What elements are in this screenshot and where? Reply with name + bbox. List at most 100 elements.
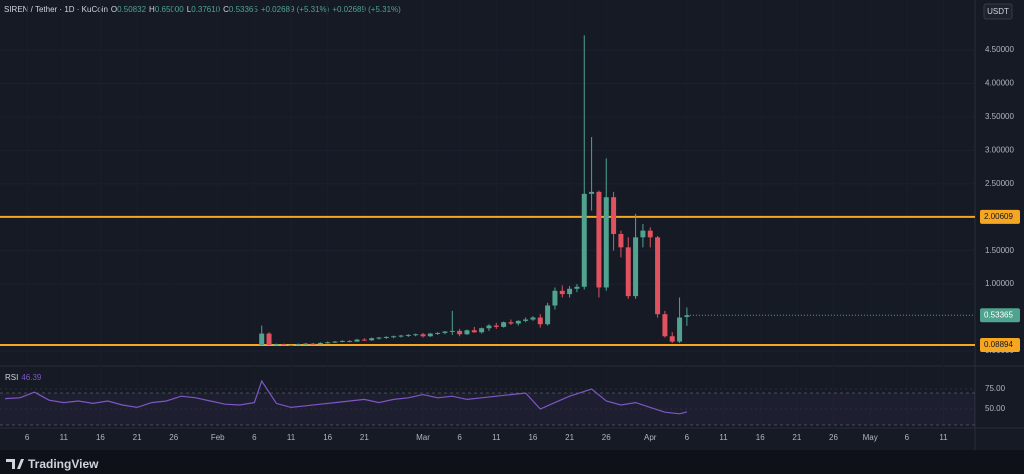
rsi-line bbox=[5, 379, 688, 415]
legend: SIREN / Tether · 1D · KuCoin O 0.50832 H 0.6… bbox=[4, 5, 401, 14]
candle-body bbox=[618, 233, 624, 248]
rsi-band bbox=[0, 393, 975, 425]
candle-body bbox=[515, 320, 521, 324]
ohlc-value: 0.65000 bbox=[155, 5, 184, 14]
y-tick-label: 3.50000 bbox=[985, 112, 1014, 121]
last-price-label: 0.53365 bbox=[984, 310, 1013, 319]
x-tick-label: May bbox=[863, 433, 878, 442]
candle-body bbox=[325, 342, 331, 344]
x-tick-label: 6 bbox=[25, 433, 30, 442]
candle-body bbox=[581, 193, 587, 287]
candle-body bbox=[464, 330, 470, 335]
candle-body bbox=[530, 317, 536, 320]
change: +0.02689 (+5.31%) bbox=[332, 5, 401, 14]
candle-body bbox=[640, 230, 646, 238]
brand: TradingView bbox=[28, 457, 99, 471]
candle-body bbox=[405, 334, 411, 336]
candle-body bbox=[537, 317, 543, 325]
candle-body bbox=[457, 330, 463, 335]
y-tick-label: 4.50000 bbox=[985, 45, 1014, 54]
level-label: 2.00609 bbox=[984, 212, 1013, 221]
x-tick-label: 11 bbox=[492, 433, 501, 442]
candle-body bbox=[501, 322, 507, 327]
candle-body bbox=[266, 333, 272, 345]
candle-body bbox=[603, 197, 609, 288]
candle-body bbox=[552, 290, 558, 306]
x-tick-label: 21 bbox=[360, 433, 369, 442]
x-tick-label: Feb bbox=[211, 433, 225, 442]
candle-body bbox=[273, 344, 279, 346]
candle-body bbox=[596, 191, 602, 288]
x-tick-label: 16 bbox=[323, 433, 332, 442]
candle-body bbox=[347, 340, 353, 342]
ohlc-key: C bbox=[223, 5, 229, 14]
candle-body bbox=[662, 314, 668, 337]
candle-body bbox=[391, 336, 397, 338]
y-tick-label: 3.00000 bbox=[985, 146, 1014, 155]
ohlc-key: L bbox=[187, 5, 192, 14]
ohlc-key: H bbox=[149, 5, 155, 14]
x-tick-label: 21 bbox=[133, 433, 142, 442]
candle-body bbox=[420, 334, 426, 337]
candle-body bbox=[574, 286, 580, 289]
logo: TradingView bbox=[6, 457, 99, 471]
y-tick-label: 1.00000 bbox=[985, 279, 1014, 288]
candle-body bbox=[361, 339, 367, 341]
candle-body bbox=[376, 337, 382, 339]
symbol: SIREN / Tether · 1D · KuCoin bbox=[4, 5, 108, 14]
x-tick-label: 6 bbox=[685, 433, 690, 442]
x-tick-label: 21 bbox=[792, 433, 801, 442]
x-tick-label: 26 bbox=[169, 433, 178, 442]
candle-body bbox=[449, 330, 455, 332]
candle-body bbox=[310, 343, 316, 345]
candle-body bbox=[589, 191, 595, 194]
y-tick-label: 1.50000 bbox=[985, 246, 1014, 255]
rsi-value: 46.39 bbox=[21, 373, 42, 382]
candle-body bbox=[317, 342, 323, 345]
x-tick-label: 11 bbox=[939, 433, 948, 442]
level-tag bbox=[980, 209, 1020, 224]
logo-icon bbox=[6, 459, 24, 469]
candle-body bbox=[545, 305, 551, 325]
candle-body bbox=[508, 322, 514, 324]
ohlc-key: O bbox=[111, 5, 117, 14]
candle-body bbox=[486, 325, 492, 329]
candle-body bbox=[471, 330, 477, 333]
candle-body bbox=[442, 331, 448, 333]
rsi-tick-label: 75.00 bbox=[985, 384, 1006, 393]
currency-button[interactable] bbox=[983, 3, 1013, 20]
candle-body bbox=[559, 290, 565, 295]
x-tick-label: 16 bbox=[756, 433, 765, 442]
candle-body bbox=[369, 338, 375, 341]
y-tick-label: 2.50000 bbox=[985, 179, 1014, 188]
last-price-tag bbox=[980, 308, 1020, 323]
candle-body bbox=[339, 340, 345, 342]
candle-body bbox=[493, 325, 499, 327]
x-tick-label: 11 bbox=[287, 433, 296, 442]
y-tick-label: 4.00000 bbox=[985, 79, 1014, 88]
candle-body bbox=[427, 333, 433, 337]
candle-body bbox=[295, 344, 301, 346]
candle-body bbox=[281, 344, 287, 346]
currency-label[interactable]: USDT bbox=[987, 7, 1009, 16]
candle-body bbox=[633, 237, 639, 297]
candle-body bbox=[677, 317, 683, 342]
ohlc-value: 0.53365 bbox=[229, 5, 258, 14]
candle-body bbox=[259, 333, 265, 345]
x-tick-label: 11 bbox=[719, 433, 728, 442]
x-tick-label: 6 bbox=[457, 433, 462, 442]
candle-body bbox=[523, 319, 529, 321]
x-tick-label: 6 bbox=[905, 433, 910, 442]
candle-body bbox=[288, 344, 294, 346]
x-tick-label: 26 bbox=[829, 433, 838, 442]
candle-body bbox=[611, 197, 617, 234]
candle-body bbox=[567, 288, 573, 295]
candle-body bbox=[332, 341, 338, 343]
candle-body bbox=[413, 334, 419, 336]
ohlc-value: 0.37610 bbox=[191, 5, 220, 14]
candle-body bbox=[625, 247, 631, 297]
candle-body bbox=[354, 339, 360, 342]
